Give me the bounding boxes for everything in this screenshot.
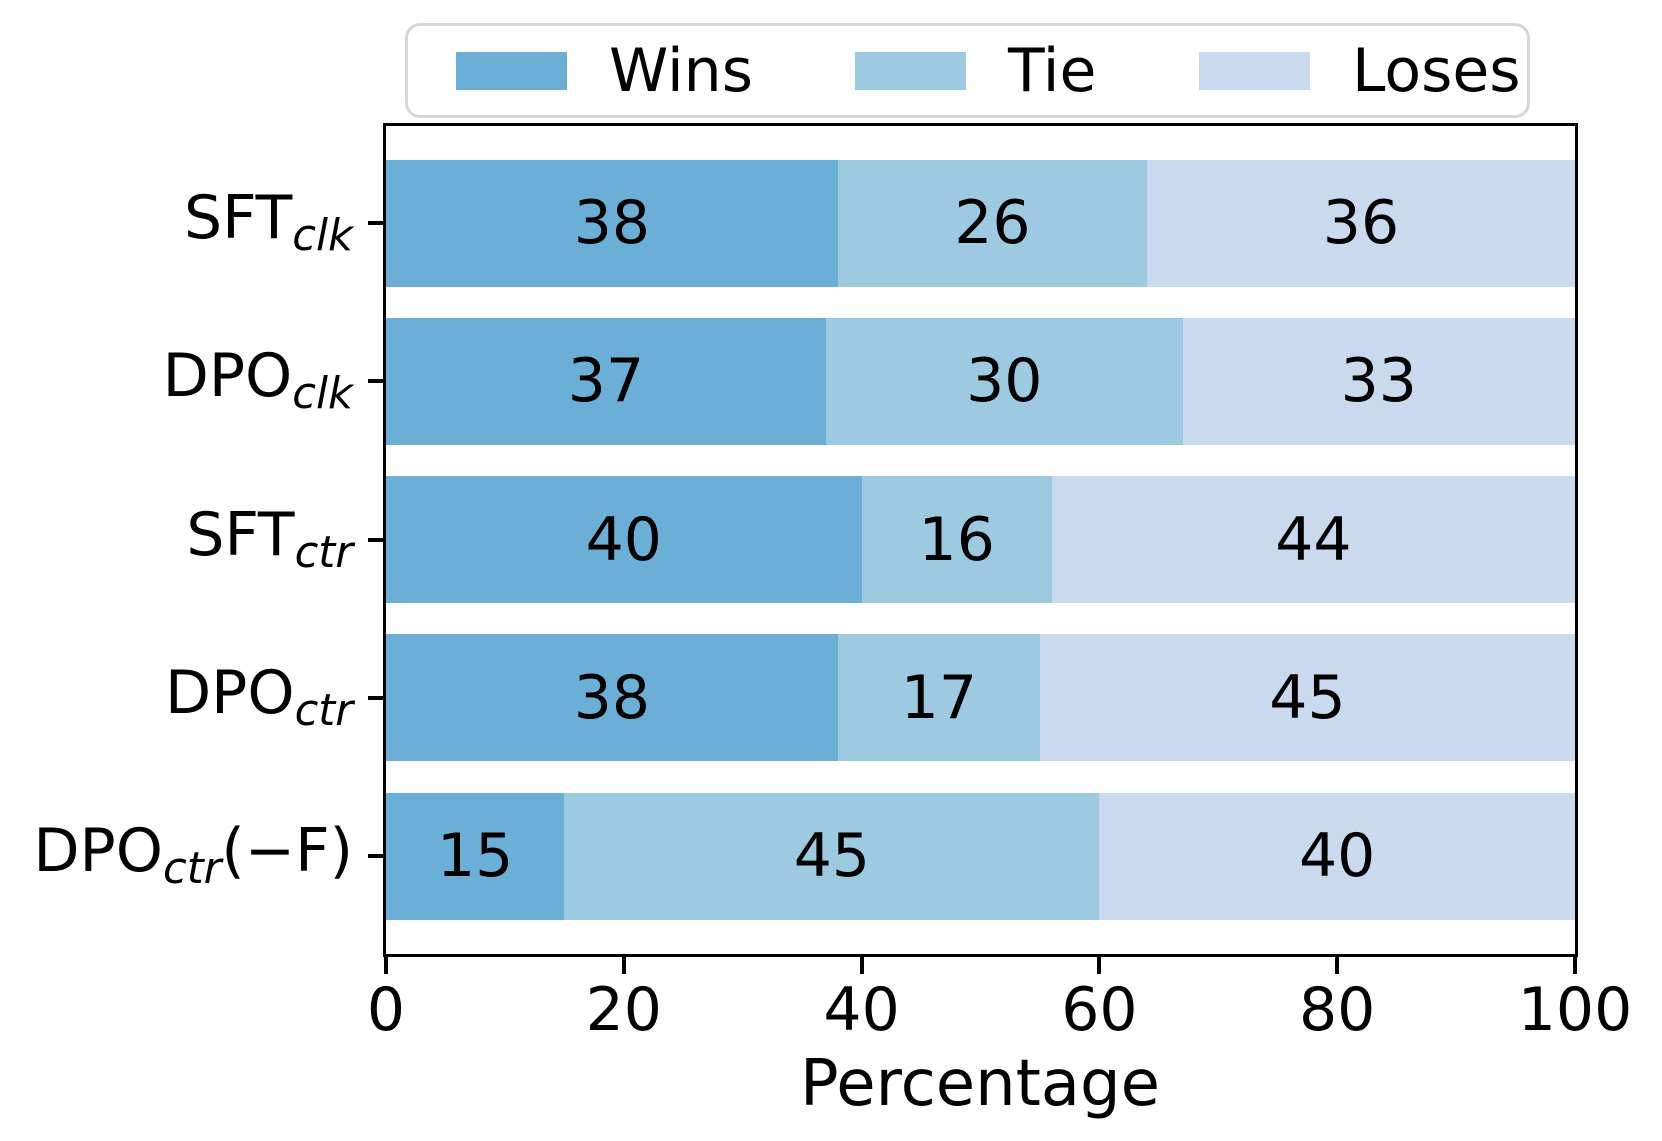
bar-segment-wins: [386, 159, 838, 287]
y-axis-tick: [368, 537, 383, 542]
y-axis-label: DPOctr: [164, 657, 353, 736]
x-axis-tick: [1573, 957, 1577, 974]
legend-label-loses: Loses: [1352, 35, 1521, 106]
bar-segment-wins: [386, 317, 826, 445]
bar-value-label: 17: [900, 662, 978, 733]
y-axis-label: SFTctr: [186, 499, 353, 578]
bar-value-label: 38: [573, 662, 651, 733]
bar-value-label: 33: [1340, 346, 1417, 417]
bar-value-label: 40: [1299, 821, 1376, 891]
bar-segment-tie: [837, 634, 1040, 762]
legend-label-wins: Wins: [609, 35, 753, 106]
bar-segment-wins: [386, 476, 862, 603]
legend-swatch-wins-icon: [456, 51, 567, 90]
y-axis-tick: [368, 854, 383, 858]
bar-value-label: 36: [1322, 188, 1400, 258]
bar-value-label: 38: [573, 188, 651, 258]
x-axis-tick: [859, 957, 864, 974]
y-axis-tick: [368, 695, 383, 700]
x-axis-tick-label: 20: [585, 975, 662, 1045]
bar-segment-wins: [386, 634, 838, 762]
legend-swatch-tie-icon: [855, 51, 966, 90]
bar-value-label: 26: [954, 188, 1031, 258]
x-axis-tick: [384, 957, 388, 974]
legend-item-tie: Tie: [855, 26, 1096, 115]
plot-area: 38 26 36 37 30 33 40 16 44 38 17 45 15 45 40: [383, 123, 1578, 957]
bar-value-label: 45: [1269, 662, 1346, 733]
legend-item-wins: Wins: [456, 26, 753, 115]
bar-segment-loses: [1182, 317, 1575, 445]
bar-segment-tie: [837, 159, 1147, 287]
bar-value-label: 37: [567, 346, 645, 417]
x-axis-title: Percentage: [799, 1047, 1161, 1121]
bar-segment-loses: [1051, 476, 1575, 603]
x-axis-tick-label: 100: [1517, 975, 1633, 1045]
bar-segment-loses: [1099, 792, 1575, 920]
legend-label-tie: Tie: [1008, 35, 1097, 106]
bar-segment-wins: [386, 792, 565, 920]
bar-value-label: 15: [436, 821, 514, 891]
x-axis-tick-label: 80: [1299, 975, 1376, 1045]
bar-segment-loses: [1146, 159, 1575, 287]
bar-segment-tie: [825, 317, 1183, 445]
y-axis-tick: [368, 221, 383, 225]
x-axis-tick: [1097, 957, 1102, 974]
bar-value-label: 16: [918, 504, 995, 575]
bar-value-label: 40: [585, 504, 662, 575]
x-axis-tick-label: 60: [1061, 975, 1138, 1045]
x-axis-tick-label: 40: [823, 975, 900, 1045]
legend: Wins Tie Loses: [405, 23, 1530, 118]
bar-value-label: 45: [793, 821, 871, 891]
bar-segment-tie: [564, 792, 1100, 920]
bar-value-label: 30: [966, 346, 1043, 417]
legend-item-loses: Loses: [1199, 26, 1521, 115]
y-axis-label: DPOclk: [162, 341, 353, 420]
x-axis-tick-label: 0: [366, 975, 406, 1045]
bar-segment-loses: [1039, 634, 1575, 762]
x-axis-tick: [1335, 957, 1340, 974]
y-axis-label: DPOctr(−F): [33, 815, 353, 894]
bar-value-label: 44: [1275, 504, 1352, 575]
legend-swatch-loses-icon: [1199, 51, 1310, 90]
y-axis-label: SFTclk: [184, 182, 353, 261]
x-axis-tick: [621, 957, 626, 974]
bar-segment-tie: [861, 476, 1052, 603]
y-axis-tick: [368, 379, 383, 384]
